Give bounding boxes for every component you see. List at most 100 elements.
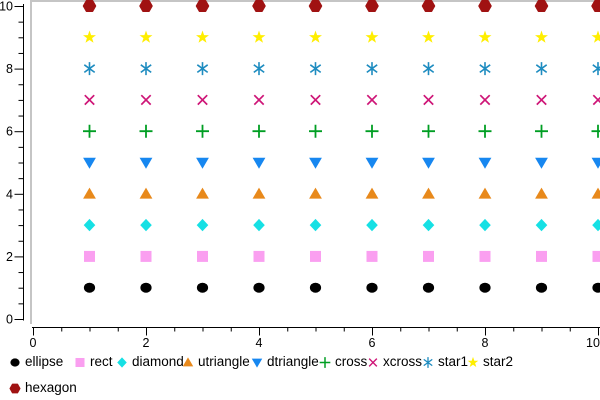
marker-hexagon xyxy=(478,0,492,12)
xcross-legend-icon xyxy=(368,358,378,367)
dtriangle-legend-icon xyxy=(251,358,263,368)
legend-item-star2: star2 xyxy=(465,353,513,371)
marker-diamond xyxy=(117,357,127,368)
legend-item-dtriangle: dtriangle xyxy=(249,353,319,371)
x-tick-label: 4 xyxy=(256,336,263,350)
star1-legend-icon xyxy=(423,357,433,368)
marker-cross xyxy=(422,124,435,138)
x-tick-label: 6 xyxy=(369,336,376,350)
marker-star2 xyxy=(467,356,479,368)
marker-utriangle xyxy=(196,187,209,199)
marker-hexagon xyxy=(534,0,549,12)
y-tick-label: 10 xyxy=(0,0,13,14)
marker-xcross xyxy=(366,94,378,106)
marker-xcross xyxy=(592,94,600,106)
marker-cross xyxy=(309,124,322,138)
marker-xcross xyxy=(197,94,208,106)
marker-utriangle xyxy=(83,187,96,199)
marker-utriangle xyxy=(182,357,194,367)
marker-cross xyxy=(196,124,209,138)
marker-hexagon xyxy=(82,0,97,12)
marker-cross xyxy=(535,124,548,138)
legend-item-xcross: xcross xyxy=(365,353,422,371)
marker-ellipse xyxy=(535,282,548,293)
marker-star2 xyxy=(139,30,153,43)
marker-hexagon xyxy=(252,0,266,12)
legend-label: dtriangle xyxy=(267,354,319,370)
star2-legend-icon xyxy=(467,356,479,368)
legend-label: cross xyxy=(335,354,368,370)
marker-utriangle xyxy=(478,187,492,199)
marker-ellipse xyxy=(309,282,322,293)
marker-cross xyxy=(478,124,492,138)
marker-cross xyxy=(252,124,266,138)
marker-rect xyxy=(592,250,600,262)
marker-rect xyxy=(84,250,95,262)
marker-xcross xyxy=(368,358,378,367)
legend-item-hexagon: hexagon xyxy=(7,379,77,397)
y-tick-label: 6 xyxy=(6,125,13,139)
marker-utriangle xyxy=(252,187,266,199)
marker-star1 xyxy=(479,62,491,76)
marker-dtriangle xyxy=(83,157,96,169)
marker-ellipse xyxy=(83,282,96,293)
marker-dtriangle xyxy=(422,157,435,169)
marker-hexagon xyxy=(308,0,323,12)
marker-star2 xyxy=(252,30,266,43)
marker-star1 xyxy=(309,62,322,76)
y-tick-label: 2 xyxy=(6,250,13,264)
plot-canvas: 0 2 4 6 8 10 0 2 4 6 8 10 xyxy=(0,0,600,350)
x-axis: 0 2 4 6 8 10 xyxy=(30,327,600,350)
marker-rect xyxy=(536,250,547,262)
legend-item-utriangle: utriangle xyxy=(180,353,250,371)
marker-star2 xyxy=(83,30,96,43)
marker-star2 xyxy=(422,30,435,43)
diamond-legend-icon xyxy=(117,357,127,368)
marker-xcross xyxy=(479,94,491,106)
y-tick-label: 8 xyxy=(6,62,13,76)
marker-xcross xyxy=(84,94,95,106)
x-tick-label: 2 xyxy=(143,336,150,350)
legend-item-cross: cross xyxy=(317,353,367,371)
marker-star2 xyxy=(365,30,379,43)
marker-star2 xyxy=(478,30,492,43)
y-tick-label: 4 xyxy=(6,187,13,201)
marker-rect xyxy=(310,250,321,262)
rect-legend-icon xyxy=(75,357,85,368)
marker-hexagon xyxy=(591,0,600,12)
series-markers xyxy=(82,0,600,293)
marker-rect xyxy=(479,250,491,262)
marker-ellipse xyxy=(422,282,435,293)
marker-ellipse xyxy=(366,282,378,293)
marker-utriangle xyxy=(591,187,600,199)
marker-dtriangle xyxy=(591,157,600,169)
marker-dtriangle xyxy=(535,157,548,169)
marker-cross xyxy=(591,124,600,138)
marker-utriangle xyxy=(422,187,435,199)
x-tick-label: 0 xyxy=(30,336,37,350)
marker-cross xyxy=(365,124,379,138)
legend-item-rect: rect xyxy=(72,353,113,371)
ellipse-legend-icon xyxy=(10,358,20,367)
marker-diamond xyxy=(196,218,209,232)
legend-item-ellipse: ellipse xyxy=(7,353,63,371)
marker-dtriangle xyxy=(478,157,492,169)
marker-star1 xyxy=(83,62,96,76)
marker-utriangle xyxy=(139,187,153,199)
legend-item-star1: star1 xyxy=(420,353,468,371)
y-axis: 0 2 4 6 8 10 xyxy=(0,0,24,327)
marker-rect xyxy=(366,250,378,262)
x-tick-label: 8 xyxy=(482,336,489,350)
marker-star1 xyxy=(592,62,600,76)
marker-diamond xyxy=(422,218,435,232)
marker-star1 xyxy=(535,62,548,76)
marker-diamond xyxy=(479,218,491,232)
marker-xcross xyxy=(253,94,265,106)
marker-star1 xyxy=(196,62,209,76)
marker-star1 xyxy=(253,62,265,76)
marker-star2 xyxy=(591,30,600,43)
marker-dtriangle xyxy=(139,157,153,169)
marker-ellipse xyxy=(10,358,20,367)
marker-diamond xyxy=(592,218,600,232)
